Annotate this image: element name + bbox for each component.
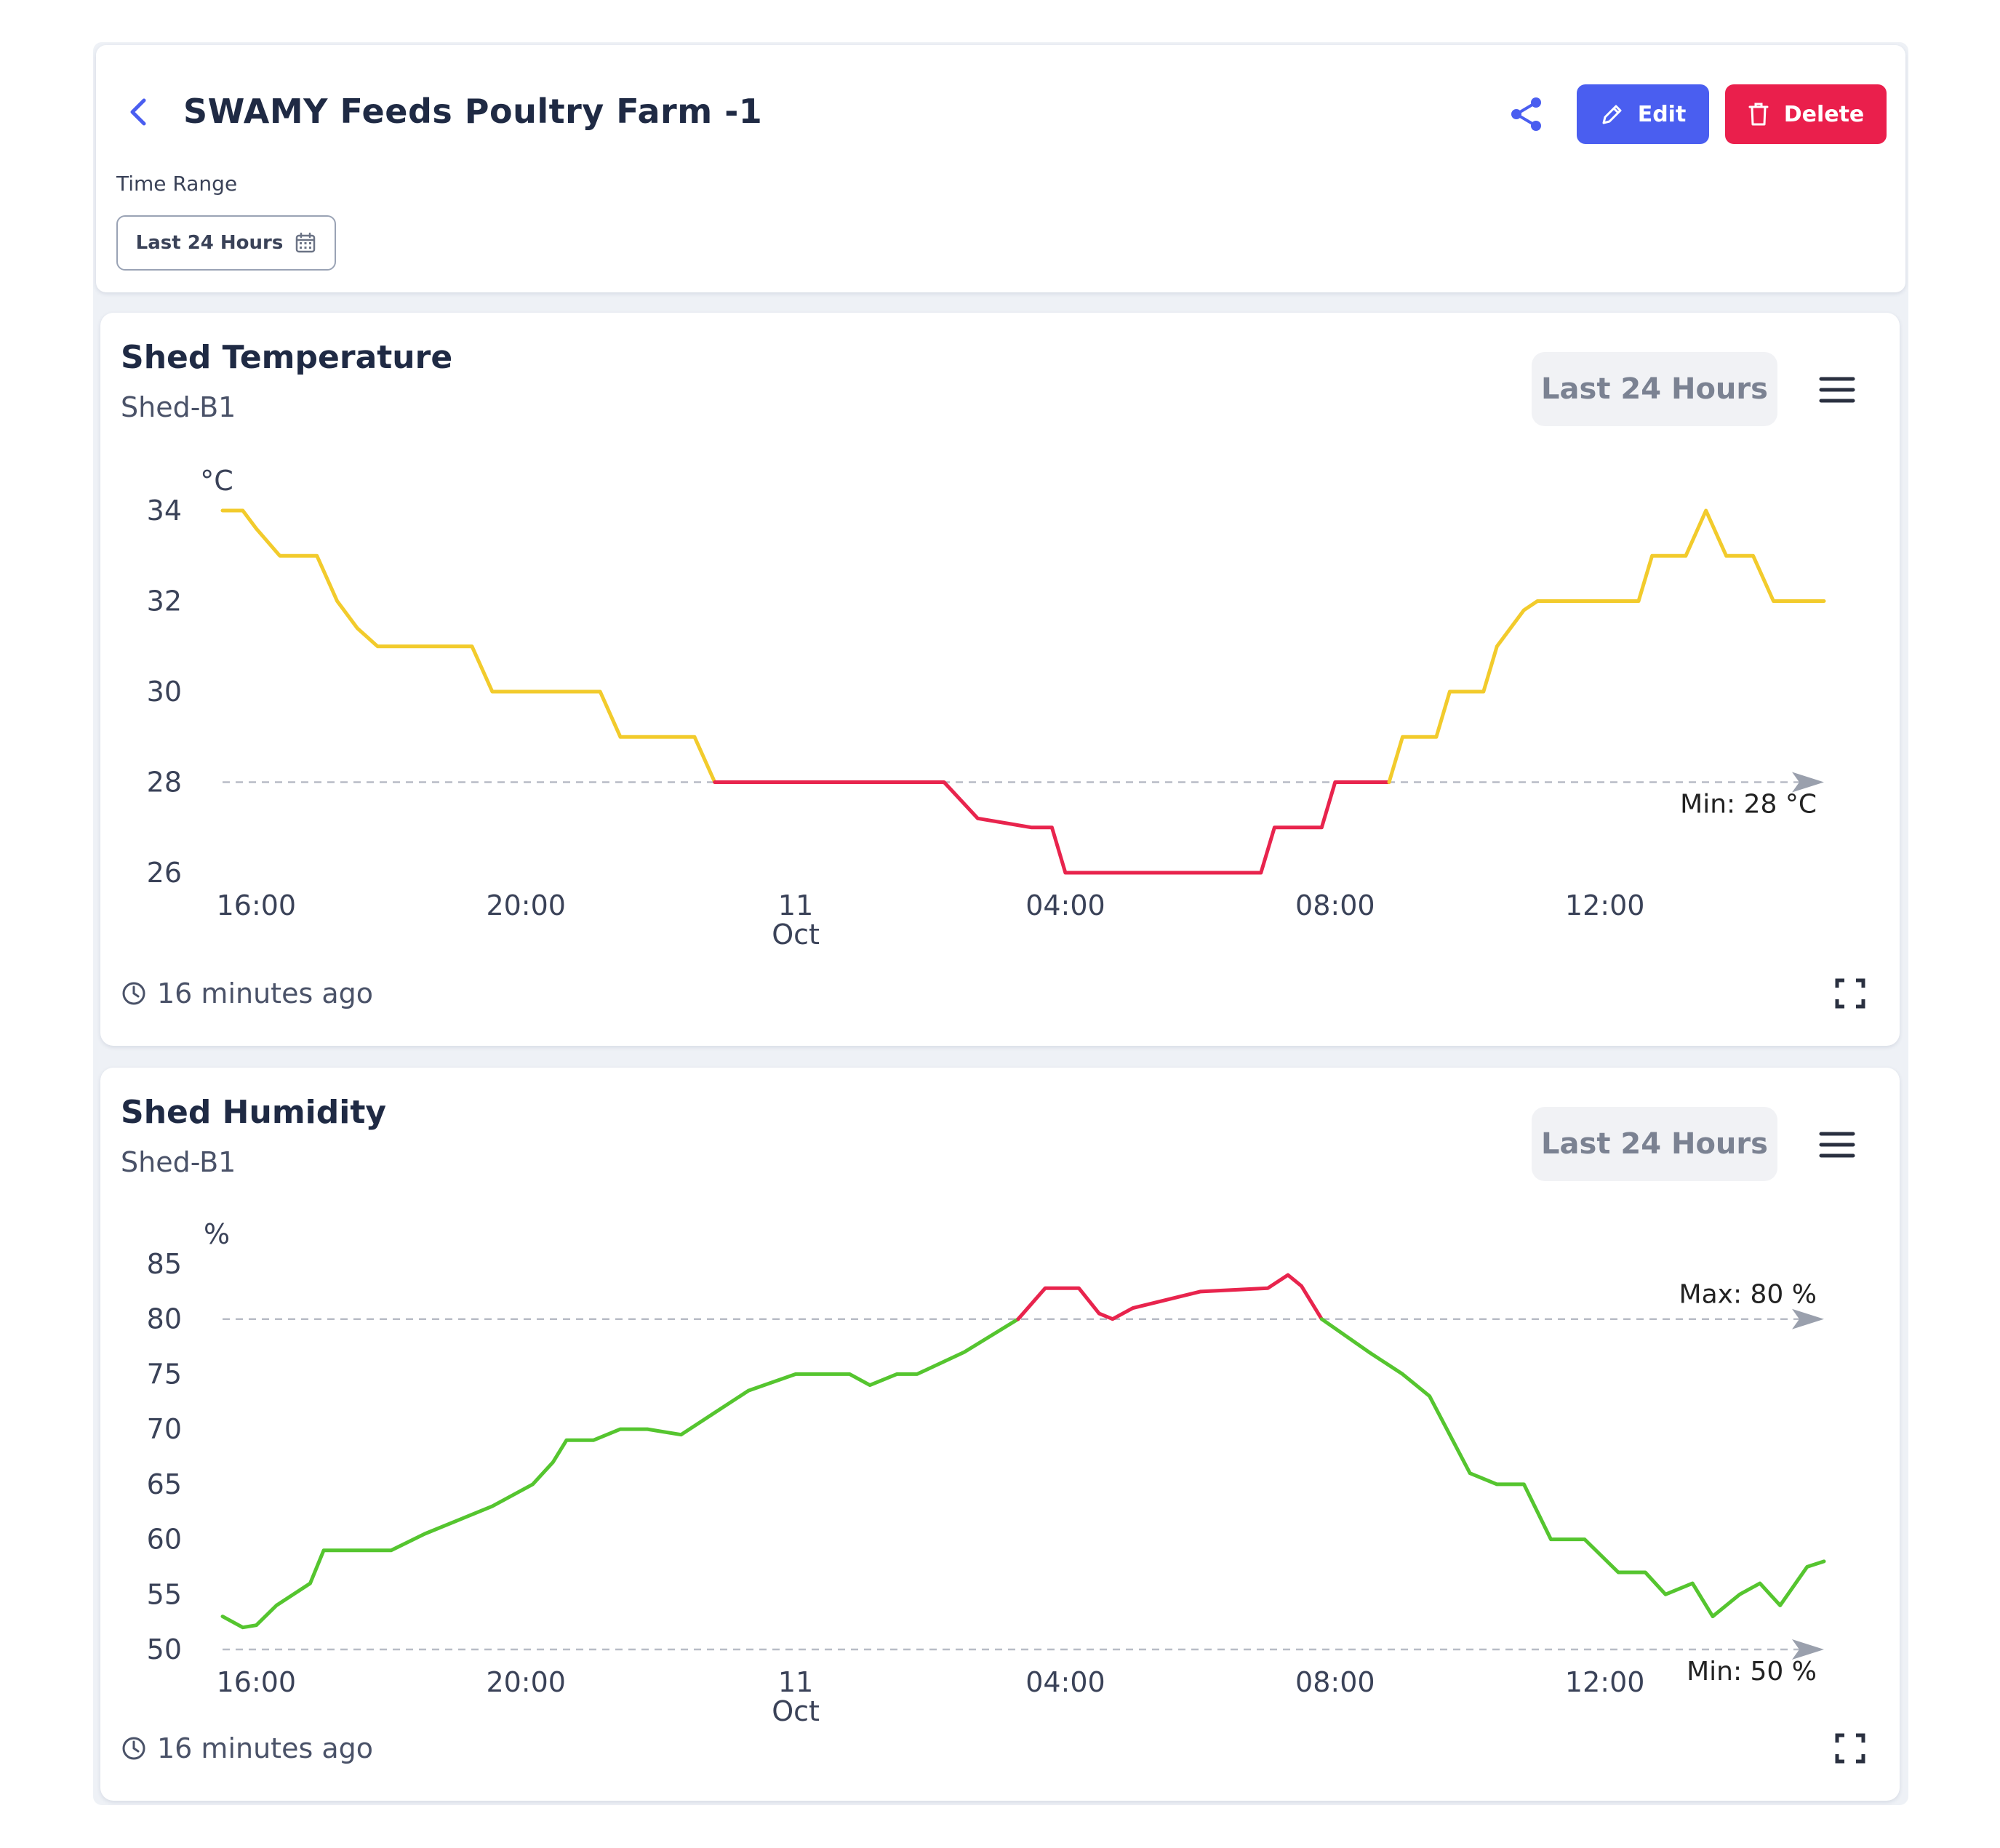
x-tick-sublabel: Oct xyxy=(772,1695,820,1722)
y-tick-label: 60 xyxy=(147,1524,182,1556)
x-tick-label: 11 xyxy=(778,889,813,921)
hamburger-menu-icon[interactable] xyxy=(1817,369,1857,410)
edit-button-label: Edit xyxy=(1637,101,1687,127)
dashboard-header: SWAMY Feeds Poultry Farm -1 Edit Delete … xyxy=(96,45,1905,292)
threshold-label: Min: 28 °C xyxy=(1680,790,1817,820)
card-title: Shed Temperature xyxy=(121,339,453,376)
x-tick-label: 04:00 xyxy=(1025,1666,1105,1698)
last-updated: 16 minutes ago xyxy=(121,1732,373,1764)
card-subtitle: Shed-B1 xyxy=(121,1146,236,1178)
y-tick-label: 32 xyxy=(147,585,182,617)
y-tick-label: 26 xyxy=(147,857,182,889)
x-tick-label: 12:00 xyxy=(1565,889,1645,921)
edit-button[interactable]: Edit xyxy=(1577,84,1709,144)
x-tick-label: 04:00 xyxy=(1025,889,1105,921)
y-tick-label: 75 xyxy=(147,1358,182,1390)
card-title: Shed Humidity xyxy=(121,1094,387,1131)
last-updated: 16 minutes ago xyxy=(121,977,373,1009)
back-chevron-icon[interactable] xyxy=(118,90,161,134)
humidity-chart-card: Shed Humidity Shed-B1 Last 24 Hours 50 55… xyxy=(100,1068,1900,1801)
y-tick-label: 55 xyxy=(147,1578,182,1610)
chart-range-button[interactable]: Last 24 Hours xyxy=(1532,1107,1777,1181)
temperature-chart-card: Shed Temperature Shed-B1 Last 24 Hours 2… xyxy=(100,313,1900,1046)
x-tick-label: 08:00 xyxy=(1295,1666,1375,1698)
x-tick-label: 16:00 xyxy=(217,889,297,921)
threshold-arrow xyxy=(1792,1308,1824,1329)
threshold-arrow xyxy=(1792,772,1824,793)
hamburger-menu-icon[interactable] xyxy=(1817,1124,1857,1165)
y-axis-unit: % xyxy=(204,1218,230,1250)
x-tick-label: 20:00 xyxy=(486,1666,566,1698)
y-tick-label: 80 xyxy=(147,1303,182,1335)
pencil-icon xyxy=(1602,105,1622,124)
series-line-alert xyxy=(713,780,1391,875)
series-line xyxy=(220,508,717,784)
clock-icon xyxy=(122,1737,145,1760)
page-title: SWAMY Feeds Poultry Farm -1 xyxy=(183,92,763,131)
threshold-label: Max: 80 % xyxy=(1679,1280,1817,1310)
y-tick-label: 50 xyxy=(147,1633,182,1665)
fullscreen-icon[interactable] xyxy=(1833,1731,1868,1766)
x-tick-sublabel: Oct xyxy=(772,919,820,951)
x-tick-label: 12:00 xyxy=(1565,1666,1645,1698)
x-tick-label: 20:00 xyxy=(486,889,566,921)
card-subtitle: Shed-B1 xyxy=(121,391,236,423)
time-range-value: Last 24 Hours xyxy=(135,232,284,254)
x-tick-label: 16:00 xyxy=(217,1666,297,1698)
y-tick-label: 85 xyxy=(147,1248,182,1280)
y-tick-label: 70 xyxy=(147,1413,182,1445)
y-axis-unit: °C xyxy=(200,465,233,497)
last-updated-text: 16 minutes ago xyxy=(157,977,373,1009)
share-icon[interactable] xyxy=(1507,95,1546,134)
y-tick-label: 30 xyxy=(147,676,182,708)
calendar-icon xyxy=(296,232,316,253)
y-tick-label: 28 xyxy=(147,767,182,799)
threshold-arrow xyxy=(1792,1639,1824,1660)
x-tick-label: 08:00 xyxy=(1295,889,1375,921)
x-tick-label: 11 xyxy=(778,1666,813,1698)
clock-icon xyxy=(122,982,145,1005)
y-tick-label: 65 xyxy=(147,1468,182,1500)
trash-icon xyxy=(1748,103,1769,126)
delete-button-label: Delete xyxy=(1783,101,1865,127)
series-line xyxy=(1387,508,1826,784)
time-range-label: Time Range xyxy=(116,172,238,196)
chart-range-button[interactable]: Last 24 Hours xyxy=(1532,352,1777,426)
threshold-label: Min: 50 % xyxy=(1687,1657,1817,1687)
last-updated-text: 16 minutes ago xyxy=(157,1732,373,1764)
delete-button[interactable]: Delete xyxy=(1725,84,1887,144)
series-line xyxy=(220,1317,1020,1630)
series-line-alert xyxy=(1016,1273,1324,1321)
fullscreen-icon[interactable] xyxy=(1833,976,1868,1011)
series-line xyxy=(1319,1317,1826,1619)
time-range-select[interactable]: Last 24 Hours xyxy=(116,215,336,271)
y-tick-label: 34 xyxy=(147,495,182,527)
